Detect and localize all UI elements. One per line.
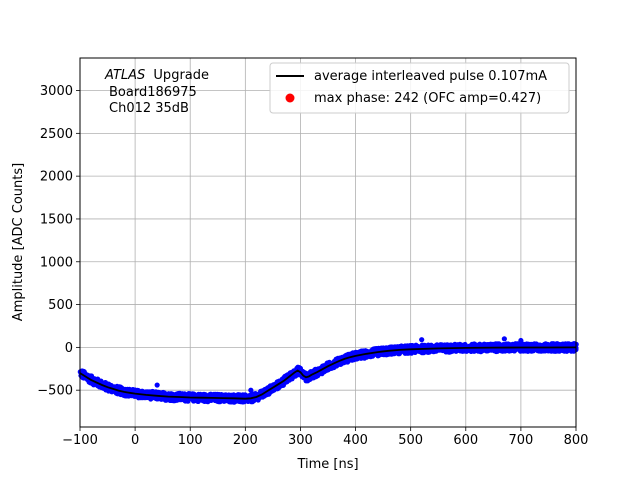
y-axis-ticks: −500 0 500 1000 1500 2000 2500 3000 — [37, 84, 80, 399]
data-point — [518, 337, 524, 344]
x-tick-label: 100 — [178, 433, 203, 448]
x-axis-label: Time [ns] — [296, 457, 358, 472]
legend-box — [269, 62, 570, 114]
x-tick-label: 400 — [343, 433, 368, 448]
legend: average interleaved pulse 0.107mA max ph… — [269, 62, 570, 114]
y-tick-label: 500 — [48, 298, 73, 313]
data-point — [501, 336, 507, 342]
atlas-annotation: ATLAS Upgrade Board186975 Ch012 35dB — [104, 68, 209, 116]
x-tick-label: 300 — [288, 433, 313, 448]
y-tick-label: 1500 — [40, 212, 73, 227]
average-pulse-line — [79, 346, 577, 400]
x-tick-label: 500 — [398, 433, 423, 448]
y-tick-label: 2000 — [40, 170, 73, 185]
x-tick-label: 200 — [233, 433, 258, 448]
x-tick-label: 800 — [564, 433, 589, 448]
y-axis-label: Amplitude [ADC Counts] — [11, 163, 26, 321]
legend-label-max-phase: max phase: 242 (OFC amp=0.427) — [314, 91, 541, 106]
x-tick-label: 0 — [131, 433, 139, 448]
legend-label-average: average interleaved pulse 0.107mA — [314, 69, 547, 84]
atlas-label: ATLAS — [104, 68, 145, 83]
x-tick-label: 700 — [508, 433, 533, 448]
legend-marker-swatch — [285, 93, 295, 103]
upgrade-label: Upgrade — [153, 68, 209, 83]
y-tick-label: −500 — [37, 384, 73, 399]
x-tick-label: −100 — [62, 433, 98, 448]
data-point — [419, 337, 425, 343]
y-tick-label: 3000 — [40, 84, 73, 99]
plot-frame — [79, 57, 577, 428]
x-axis-ticks: −100 0 100 200 300 400 500 600 700 800 — [62, 427, 588, 448]
data-point — [248, 387, 254, 393]
data-point — [154, 382, 160, 388]
x-tick-label: 600 — [453, 433, 478, 448]
channel-label: Ch012 35dB — [109, 101, 189, 116]
y-tick-label: 1000 — [40, 255, 73, 270]
y-tick-label: 2500 — [40, 127, 73, 142]
y-tick-label: 0 — [65, 341, 73, 356]
svg-text:ATLAS Upgrade: ATLAS Upgrade — [104, 68, 209, 83]
board-label: Board186975 — [109, 85, 197, 100]
